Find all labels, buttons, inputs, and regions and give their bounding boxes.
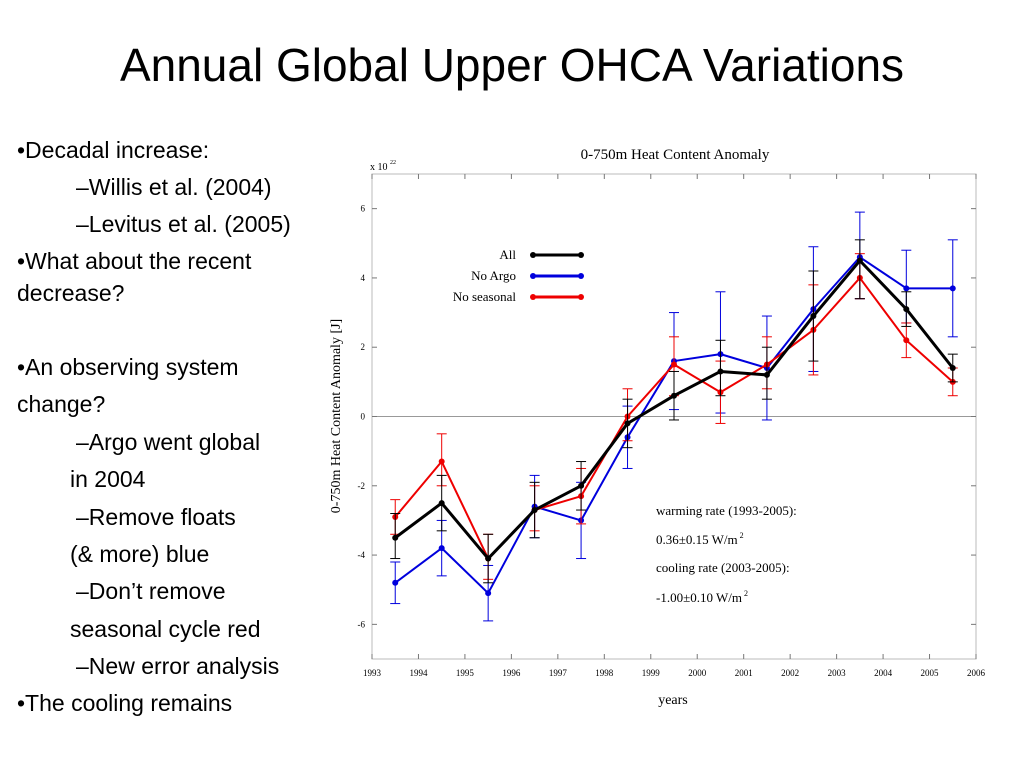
x-tick-label: 2001 <box>735 668 753 678</box>
annotation-text: cooling rate (2003-2005): <box>656 560 790 575</box>
legend-label: No Argo <box>471 268 516 283</box>
data-point <box>485 555 492 562</box>
data-point <box>392 579 399 586</box>
x-tick-label: 2002 <box>781 668 799 678</box>
data-point <box>903 285 910 292</box>
chart-title: 0-750m Heat Content Anomaly <box>581 147 770 163</box>
x-tick-label: 1994 <box>409 668 428 678</box>
legend-marker <box>530 273 536 279</box>
data-point <box>531 507 538 514</box>
bullet-recent-decrease-cont: decrease? <box>17 280 125 306</box>
legend: All No Argo No seasonal <box>453 247 584 304</box>
data-point <box>903 306 910 313</box>
sub-bullet-willis: –Willis et al. (2004) <box>76 174 272 200</box>
annotations: warming rate (1993-2005):0.36±0.15 W/m 2c… <box>656 503 797 605</box>
y-tick-label: 6 <box>361 204 366 214</box>
annotation-superscript: 2 <box>740 531 744 540</box>
legend-marker <box>578 294 584 300</box>
data-point <box>671 361 677 368</box>
x-tick-label: 2004 <box>874 668 893 678</box>
sub-bullet-error-analysis: –New error analysis <box>76 653 280 679</box>
ohca-chart: 0-750m Heat Content Anomaly x 10 22 -6-4… <box>329 147 986 708</box>
y-axis-label: 0-750m Heat Content Anomaly [J] <box>329 319 344 513</box>
data-point <box>624 420 631 427</box>
annotation-text: 0.36±0.15 W/m <box>656 532 738 547</box>
legend-marker <box>530 294 536 300</box>
legend-label: All <box>499 247 516 262</box>
sub-bullet-dont-remove-cont: seasonal cycle red <box>70 616 261 642</box>
y-tick-label: -6 <box>358 619 366 629</box>
y-tick-label: 4 <box>361 273 366 283</box>
legend-marker <box>578 252 584 258</box>
sub-bullet-remove-floats: –Remove floats <box>76 504 236 530</box>
data-point <box>392 534 399 541</box>
series-layer <box>390 211 958 622</box>
data-point <box>717 368 724 375</box>
bullet-cooling-remains: •The cooling remains <box>17 690 233 716</box>
legend-marker <box>578 273 584 279</box>
annotation-superscript: 2 <box>744 589 748 598</box>
x-tick-label: 2003 <box>828 668 847 678</box>
x-tick-label: 1997 <box>549 668 568 678</box>
x-tick-label: 1999 <box>642 668 661 678</box>
legend-label: No seasonal <box>453 289 517 304</box>
bullet-decadal-increase: •Decadal increase: <box>17 137 210 163</box>
x-axis-label: years <box>658 693 688 708</box>
data-point <box>438 545 445 552</box>
data-point <box>671 392 677 399</box>
bullet-observing-system-cont: change? <box>17 391 106 417</box>
x-tick-label: 2005 <box>921 668 940 678</box>
x-tick-label: 1995 <box>456 668 475 678</box>
data-point <box>438 500 445 507</box>
data-point <box>578 482 585 489</box>
bullet-observing-system: •An observing system <box>17 354 239 380</box>
x-tick-label: 1993 <box>363 668 382 678</box>
sub-bullet-remove-floats-cont: (& more) blue <box>70 541 210 567</box>
x-tick-label: 2000 <box>688 668 707 678</box>
y-tick-label: 2 <box>361 342 366 352</box>
y-tick-label: 0 <box>361 412 366 422</box>
bullet-recent-decrease: •What about the recent <box>17 248 252 274</box>
data-point <box>856 257 863 264</box>
y-multiplier-exponent: 22 <box>390 160 396 166</box>
bullet-list: •Decadal increase: –Willis et al. (2004)… <box>0 0 345 768</box>
y-tick-label: -2 <box>358 481 366 491</box>
y-multiplier: x 10 22 <box>370 160 396 173</box>
x-tick-label: 2006 <box>967 668 986 678</box>
y-tick-label: -4 <box>358 550 366 560</box>
annotation-text: -1.00±0.10 W/m <box>656 590 742 605</box>
data-point <box>903 337 910 344</box>
data-point <box>949 365 956 371</box>
data-point <box>949 285 956 292</box>
series-all <box>390 239 958 584</box>
data-point <box>763 371 770 378</box>
data-point <box>438 458 445 465</box>
y-multiplier-label: x 10 <box>370 162 388 173</box>
data-point <box>810 313 817 320</box>
legend-marker <box>530 252 536 258</box>
x-tick-label: 1998 <box>595 668 614 678</box>
sub-bullet-argo-cont: in 2004 <box>70 466 146 492</box>
annotation-text: warming rate (1993-2005): <box>656 503 797 518</box>
sub-bullet-argo: –Argo went global <box>76 429 261 455</box>
x-tick-label: 1996 <box>502 668 521 678</box>
sub-bullet-dont-remove: –Don’t remove <box>76 578 226 604</box>
sub-bullet-levitus: –Levitus et al. (2005) <box>76 211 291 237</box>
slide-title: Annual Global Upper OHCA Variations <box>119 39 905 91</box>
data-point <box>485 590 492 597</box>
